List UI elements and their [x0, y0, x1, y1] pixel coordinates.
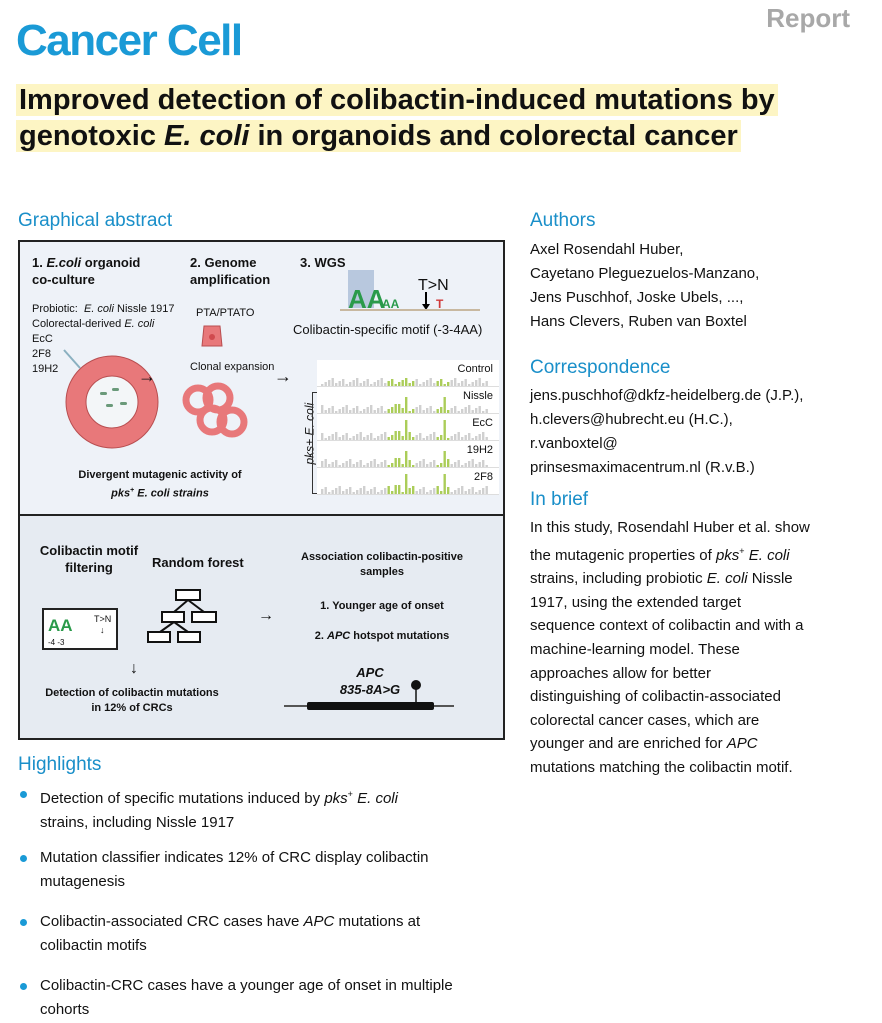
bullet-icon [20, 791, 27, 798]
article-title: Improved detection of colibactin-induced… [16, 82, 866, 154]
profile-ecc: EcC [317, 414, 499, 441]
bullet-icon [20, 855, 27, 862]
correspondence-line[interactable]: jens.puschhof@dkfz-heidelberg.de (J.P.), [530, 387, 804, 404]
step1-label: 1. E.coli organoid co-culture [32, 255, 141, 287]
profile-control: Control [317, 360, 499, 387]
authors-list: Axel Rosendahl Huber, Cayetano Pleguezuel… [530, 238, 759, 334]
article-type: Report [766, 3, 850, 33]
in-brief-text: In this study, Rosendahl Huber et al. sh… [530, 516, 810, 780]
in-brief-line: approaches allow for better [530, 664, 711, 682]
authors-heading: Authors [530, 210, 596, 231]
profile-nissle: Nissle [317, 387, 499, 414]
detection-caption: Detection of colibactin mutations in 12% … [45, 687, 219, 714]
profile-label: 19H2 [466, 444, 493, 456]
organoid-illustration [63, 349, 159, 449]
sequence-logo: AA AA T [340, 270, 480, 314]
in-brief-line: machine-learning model. These [530, 640, 740, 658]
motif-change: T>N [418, 277, 449, 294]
correspondence-line: prinsesmaximacentrum.nl (R.v.B.) [530, 459, 755, 476]
association-item-2: 2. APC hotspot mutations [314, 630, 450, 642]
apc-label: APC 835-8A>G [339, 665, 401, 697]
profile-label: Nissle [463, 390, 493, 402]
step2-label: 2. Genome amplification [190, 255, 271, 287]
bracket [312, 392, 317, 494]
correspondence-line[interactable]: r.vanboxtel@ [530, 435, 618, 452]
highlights-heading: Highlights [18, 754, 102, 775]
divergent-caption: Divergent mutagenic activity of pks+ E. c… [78, 469, 242, 500]
highlight-item: Colibactin-CRC cases have a younger age … [18, 974, 508, 1022]
profile-label: 2F8 [474, 471, 493, 483]
analysis-panel: Colibactin motif filtering AA T>N ↓ -4 -3… [20, 514, 503, 738]
authors-line: Cayetano Pleguezuelos-Manzano, [530, 265, 760, 282]
highlight-item: Mutation classifier indicates 12% of CRC… [18, 846, 508, 894]
profile-2f8: 2F8 [317, 468, 499, 495]
in-brief-line: In this study, Rosendahl Huber et al. sh… [530, 519, 810, 536]
graphical-abstract: 1. E.coli organoid co-culture 2. Genome am… [18, 240, 505, 740]
association-item-1: 1. Younger age of onset [320, 600, 444, 612]
in-brief-line: the mutagenic properties of pks+ E. coli [530, 545, 790, 564]
in-brief-line: sequence context of colibactin and with … [530, 617, 804, 635]
motif-filter-box: AA T>N ↓ -4 -3 [42, 608, 118, 650]
authors-line: Jens Puschhof, Joske Ubels, ..., [530, 289, 744, 306]
highlight-item: Detection of specific mutations induced … [18, 782, 508, 835]
correspondence-line[interactable]: h.clevers@hubrecht.eu (H.C.), [530, 411, 733, 428]
highlight-item: Colibactin-associated CRC cases have APC… [18, 910, 508, 958]
profile-19h2: 19H2 [317, 441, 499, 468]
journal-logo: Cancer Cell [16, 16, 243, 65]
arrow-icon: → [138, 366, 156, 386]
random-forest-label: Random forest [152, 555, 244, 570]
arrow-icon: → [258, 607, 274, 624]
svg-text:AA: AA [382, 297, 400, 311]
in-brief-line: mutations matching the colibactin motif. [530, 758, 793, 776]
apc-gene-diagram [284, 680, 454, 710]
motif-filter-label: Colibactin motif filtering [39, 543, 139, 575]
in-brief-line: strains, including probiotic E. coli Nis… [530, 570, 793, 588]
svg-text:T: T [436, 297, 444, 311]
in-brief-line: distinguishing of colibactin-associated [530, 688, 781, 706]
correspondence-heading: Correspondence [530, 357, 671, 378]
strain-list: Probiotic: E. coli Nissle 1917 Colorectal… [32, 303, 175, 375]
arrow-icon: → [274, 366, 292, 386]
authors-line: Axel Rosendahl Huber, [530, 241, 684, 258]
pta-label: PTA/PTATO [196, 307, 255, 319]
decision-tree-icon [147, 589, 217, 643]
authors-line: Hans Clevers, Ruben van Boxtel [530, 313, 747, 330]
cell-icon [201, 325, 223, 347]
profile-label: EcC [472, 417, 493, 429]
graphical-abstract-heading: Graphical abstract [18, 210, 173, 231]
mutation-profiles: Control Nissle EcC 19H2 2F8 [317, 360, 499, 495]
step3-label: 3. WGS [300, 255, 346, 270]
in-brief-line: younger and are enriched for APC [530, 735, 758, 753]
correspondence-list: jens.puschhof@dkfz-heidelberg.de (J.P.),… [530, 384, 803, 480]
clonal-expansion-label: Clonal expansion [190, 361, 275, 373]
bullet-icon [20, 983, 27, 990]
clone-illustration [182, 382, 248, 438]
arrow-down-icon: ↓ [130, 660, 138, 677]
association-label: Association colibactin-positive samples [301, 551, 463, 578]
motif-caption: Colibactin-specific motif (-3-4AA) [293, 322, 483, 337]
in-brief-line: 1917, using the extended target [530, 593, 741, 611]
in-brief-line: colorectal cancer cases, which are [530, 711, 760, 729]
in-brief-heading: In brief [530, 489, 589, 510]
profile-label: Control [457, 363, 493, 375]
bullet-icon [20, 919, 27, 926]
